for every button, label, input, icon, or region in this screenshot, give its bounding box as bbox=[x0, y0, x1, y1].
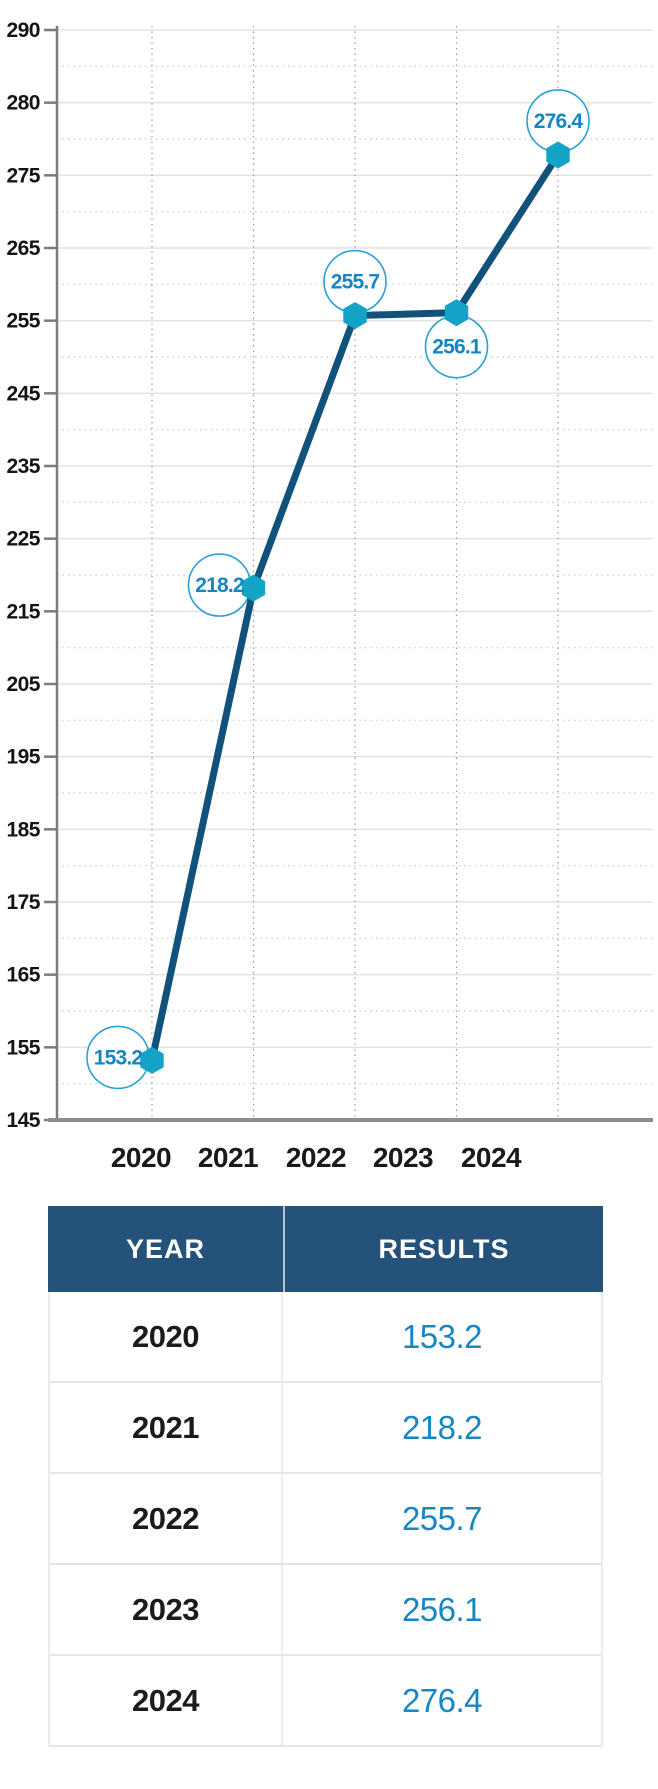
table-row: 2023 256.1 bbox=[50, 1565, 601, 1656]
table-row: 2020 153.2 bbox=[50, 1292, 601, 1383]
data-point-label: 256.1 bbox=[432, 336, 482, 359]
line-chart: 290 280 275 265 255 245 235 225 215 205 195 185 175 1… bbox=[6, 19, 653, 1173]
table-header-row: YEAR RESULTS bbox=[48, 1206, 603, 1292]
result-cell: 255.7 bbox=[401, 1499, 483, 1537]
data-point-label: 276.4 bbox=[534, 110, 584, 133]
x-tick-label: 2021 bbox=[198, 1142, 258, 1173]
data-point-marker bbox=[343, 302, 367, 330]
y-tick-label: 245 bbox=[6, 382, 40, 405]
data-point-label: 255.7 bbox=[331, 271, 380, 294]
table-row: 2022 255.7 bbox=[50, 1474, 601, 1565]
results-table: YEAR RESULTS 2020 153.2 2021 218.2 2022 255.7… bbox=[48, 1206, 603, 1747]
table-header-year: YEAR bbox=[125, 1233, 205, 1264]
y-tick-label: 145 bbox=[6, 1109, 40, 1132]
data-point-label: 153.2 bbox=[94, 1046, 143, 1069]
result-cell: 153.2 bbox=[401, 1317, 483, 1355]
year-cell: 2020 bbox=[50, 1292, 283, 1381]
y-tick-label: 255 bbox=[6, 310, 40, 333]
data-point-marker bbox=[546, 141, 570, 169]
line-chart-svg: 290 280 275 265 255 245 235 225 215 205 195 185 175 1… bbox=[6, 19, 653, 1173]
y-tick-label: 175 bbox=[6, 891, 40, 914]
x-tick-label: 2022 bbox=[286, 1142, 346, 1173]
x-tick-label: 2023 bbox=[373, 1142, 433, 1173]
table-body: 2020 153.2 2021 218.2 2022 255.7 2023 256.1 2024… bbox=[48, 1292, 603, 1747]
y-tick-label: 225 bbox=[6, 528, 40, 551]
data-point-marker bbox=[444, 299, 469, 327]
x-tick-label: 2020 bbox=[111, 1142, 171, 1173]
result-cell: 276.4 bbox=[401, 1681, 483, 1719]
table-row: 2021 218.2 bbox=[50, 1383, 601, 1474]
y-tick-label: 265 bbox=[6, 237, 40, 260]
y-tick-label: 155 bbox=[6, 1036, 40, 1059]
data-point-marker bbox=[140, 1046, 164, 1074]
y-tick-label: 280 bbox=[6, 92, 40, 115]
x-tick-label: 2024 bbox=[461, 1142, 522, 1173]
year-cell: 2024 bbox=[50, 1656, 283, 1745]
y-tick-label: 290 bbox=[6, 19, 40, 42]
y-tick-label: 185 bbox=[6, 818, 40, 841]
year-cell: 2023 bbox=[50, 1565, 283, 1654]
table-row: 2024 276.4 bbox=[50, 1656, 601, 1747]
y-tick-label: 205 bbox=[6, 673, 40, 696]
y-tick-label: 215 bbox=[6, 600, 40, 623]
result-cell: 218.2 bbox=[401, 1408, 483, 1446]
y-tick-label: 195 bbox=[6, 746, 40, 769]
table-header-results: RESULTS bbox=[283, 1206, 603, 1292]
y-tick-label: 165 bbox=[6, 964, 40, 987]
data-point-marker bbox=[241, 574, 266, 602]
result-cell: 256.1 bbox=[401, 1590, 483, 1628]
year-cell: 2021 bbox=[50, 1383, 283, 1472]
y-tick-label: 235 bbox=[6, 455, 40, 478]
y-tick-label: 275 bbox=[6, 164, 40, 187]
year-cell: 2022 bbox=[50, 1474, 283, 1563]
data-point-label: 218.2 bbox=[195, 574, 244, 597]
